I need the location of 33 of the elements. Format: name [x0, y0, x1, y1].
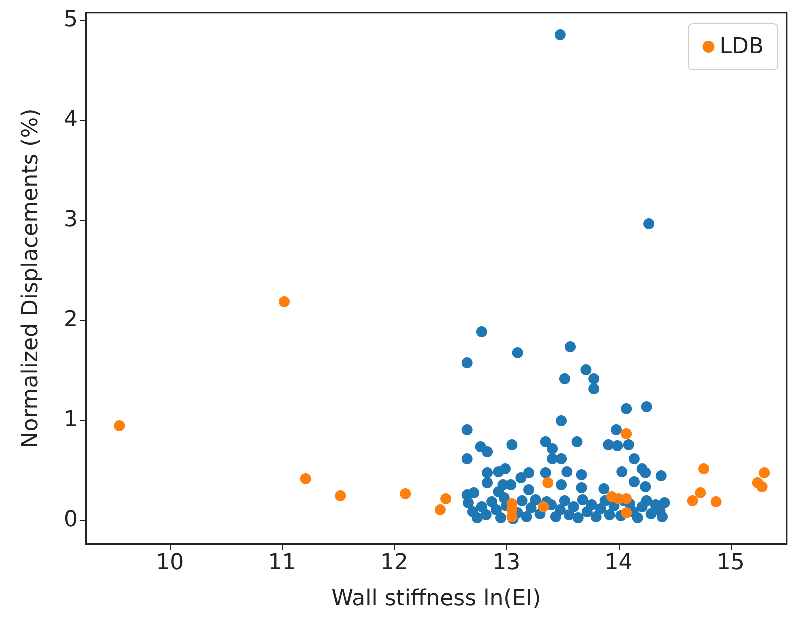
point — [698, 464, 710, 474]
y-tick-label: 3 — [64, 208, 78, 232]
x-tick-label: 15 — [716, 550, 745, 576]
point — [710, 496, 722, 508]
point — [621, 494, 632, 504]
point — [759, 468, 770, 478]
point — [621, 508, 632, 518]
point — [114, 420, 126, 432]
point — [335, 490, 346, 502]
legend-label: LDB — [720, 34, 764, 60]
y-tick-label: 0 — [64, 508, 78, 532]
point — [300, 474, 312, 484]
point — [440, 494, 452, 504]
point — [756, 482, 768, 492]
x-tick-label: 13 — [492, 550, 521, 576]
point — [279, 296, 290, 308]
y-tick-label: 2 — [64, 308, 78, 332]
point — [695, 488, 706, 498]
y-axis-title: Normalized Displacements (%) — [18, 108, 44, 448]
x-tick-label: 12 — [380, 550, 408, 576]
y-tick-label: 5 — [64, 8, 78, 32]
x-axis-title: Wall stiffness ln(EI) — [332, 586, 542, 612]
x-tick-label: 10 — [156, 550, 184, 576]
point — [621, 428, 632, 440]
point — [687, 496, 698, 506]
y-tick-label: 1 — [64, 408, 78, 432]
y-tick-label: 4 — [64, 108, 78, 132]
x-tick-label: 11 — [268, 550, 296, 576]
point — [400, 488, 412, 500]
point — [434, 504, 446, 516]
x-tick-label: 14 — [604, 550, 633, 576]
point — [538, 502, 550, 512]
point — [542, 478, 554, 488]
